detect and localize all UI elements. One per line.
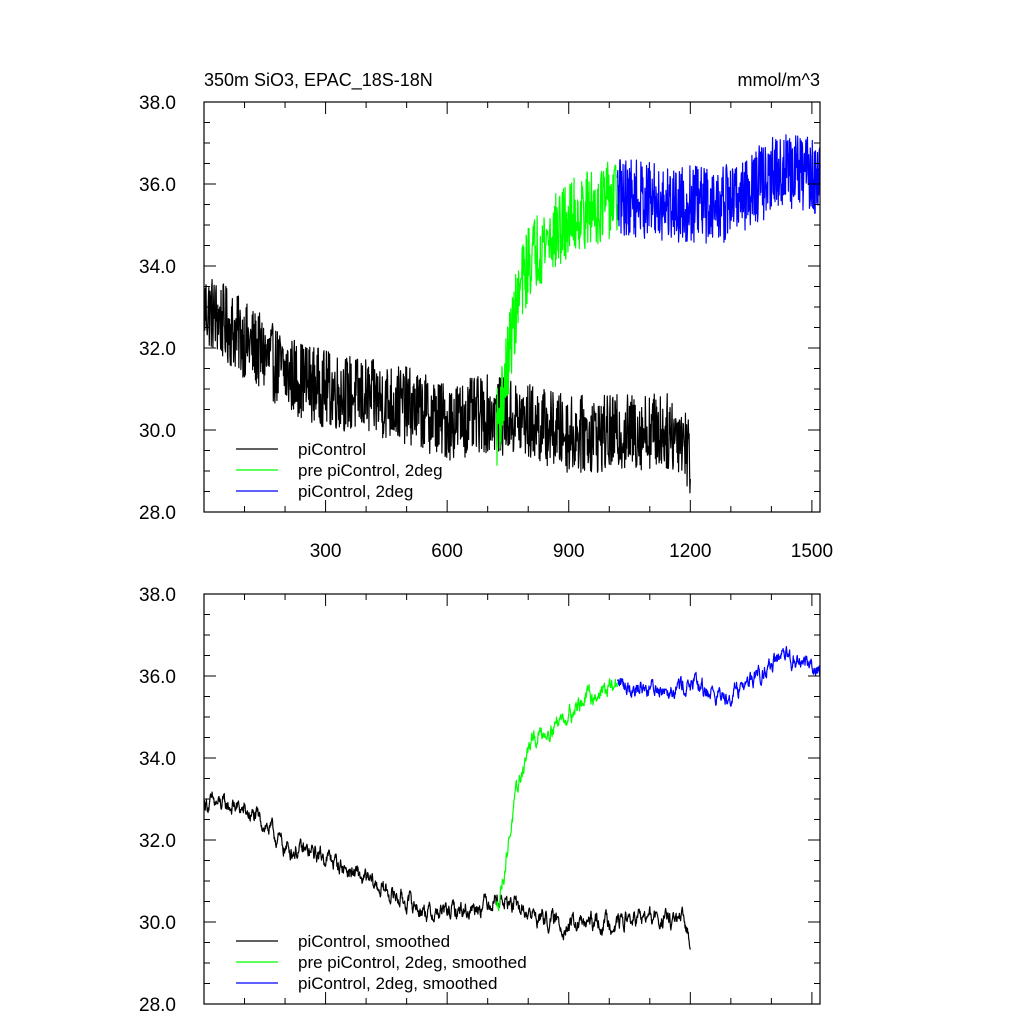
top-panel: 350m SiO3, EPAC_18S-18N mmol/m^3 28.0 30.…: [139, 70, 833, 562]
bottom-plot-frame: [203, 593, 821, 1005]
bottom-series-layer: [203, 645, 821, 950]
series-line-bottom-2: [616, 645, 821, 707]
series-line-bottom-0: [203, 791, 691, 950]
top-panel-title: 350m SiO3, EPAC_18S-18N: [204, 70, 433, 91]
y-tick-label: 28.0: [139, 995, 176, 1016]
x-tick-label: 1200: [669, 541, 711, 562]
legend-label: piControl, smoothed: [298, 932, 450, 951]
legend-label: piControl, 2deg, smoothed: [298, 974, 497, 993]
y-tick-label: 34.0: [139, 749, 176, 770]
y-tick-label: 36.0: [139, 667, 176, 688]
y-tick-label: 32.0: [139, 831, 176, 852]
bottom-panel: 28.0 30.0 32.0 34.0 36.0 38.0 piControl, smoo…: [139, 585, 821, 1016]
y-tick-label: 28.0: [139, 503, 176, 524]
series-line-top-0: [203, 279, 691, 494]
legend-label: piControl, 2deg: [298, 482, 413, 501]
top-legend: piControl pre piControl, 2deg piControl, 2…: [236, 440, 443, 501]
series-line-bottom-1: [496, 678, 618, 912]
x-tick-label: 1500: [791, 541, 833, 562]
x-tick-label: 900: [553, 541, 585, 562]
top-ticks-layer: 28.0 30.0 32.0 34.0 36.0 38.0 300 600 900 1200 150…: [139, 93, 833, 562]
bottom-legend: piControl, smoothed pre piControl, 2deg, …: [236, 932, 527, 993]
y-tick-label: 38.0: [139, 93, 176, 114]
legend-label: pre piControl, 2deg: [298, 461, 443, 480]
series-line-top-1: [496, 161, 618, 466]
y-tick-label: 36.0: [139, 175, 176, 196]
y-tick-label: 30.0: [139, 913, 176, 934]
series-line-top-2: [616, 134, 821, 244]
legend-label: pre piControl, 2deg, smoothed: [298, 953, 527, 972]
y-tick-label: 38.0: [139, 585, 176, 606]
y-tick-label: 30.0: [139, 421, 176, 442]
legend-label: piControl: [298, 440, 366, 459]
y-tick-label: 34.0: [139, 257, 176, 278]
bottom-ticks-layer: 28.0 30.0 32.0 34.0 36.0 38.0: [139, 585, 820, 1016]
x-tick-label: 600: [431, 541, 463, 562]
y-tick-label: 32.0: [139, 339, 176, 360]
top-series-layer: [203, 134, 821, 494]
x-tick-label: 300: [310, 541, 342, 562]
top-panel-units: mmol/m^3: [738, 70, 820, 90]
